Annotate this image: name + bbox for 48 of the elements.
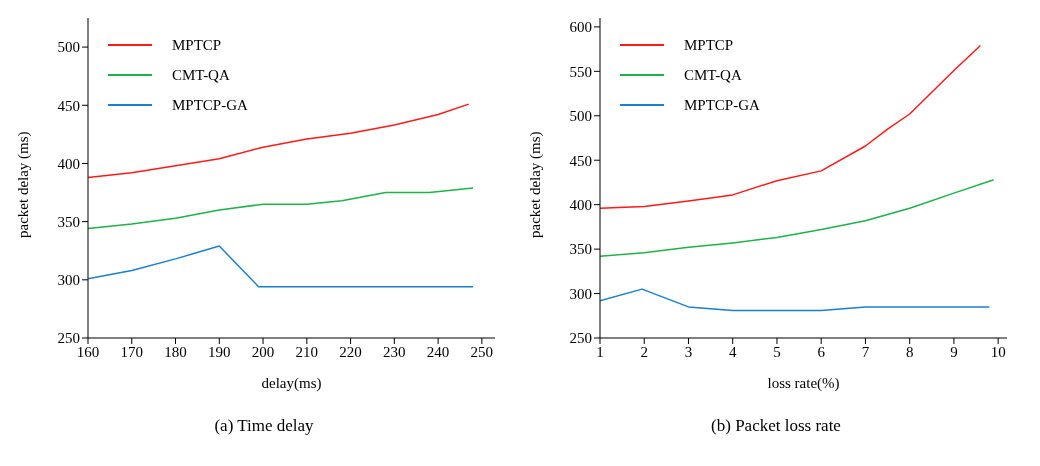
- x-tick-label: 250: [470, 343, 494, 360]
- y-tick-label: 600: [569, 19, 592, 36]
- legend-label: MPTCP-GA: [172, 96, 248, 114]
- y-tick-label: 550: [569, 63, 592, 80]
- x-tick-label: 4: [728, 343, 737, 360]
- y-tick-label: 400: [57, 155, 80, 172]
- y-tick-label: 500: [57, 39, 80, 56]
- legend-label: MPTCP: [684, 36, 734, 54]
- line-series: [600, 179, 995, 257]
- x-tick-label: 200: [251, 343, 275, 360]
- text: (a) Time delay: [213, 416, 315, 436]
- y-tick-label: 500: [569, 108, 592, 125]
- y-axis-title: packet delay (ms): [527, 131, 545, 238]
- y-tick-label: 300: [57, 272, 80, 289]
- y-tick-label: 450: [569, 152, 592, 169]
- y-tick-label: 400: [569, 196, 592, 213]
- legend-label: MPTCP-GA: [684, 96, 760, 114]
- x-tick-label: 210: [295, 343, 319, 360]
- x-tick-label: 190: [208, 343, 231, 360]
- y-tick-label: 300: [569, 285, 592, 302]
- y-axis-title: packet delay (ms): [15, 131, 33, 238]
- x-tick-label: 230: [383, 343, 406, 360]
- x-tick-label: 1: [596, 343, 604, 360]
- x-axis-title: delay(ms): [261, 375, 322, 392]
- x-tick-label: 8: [905, 343, 914, 360]
- x-tick-label: 9: [950, 343, 958, 360]
- line-series: [88, 245, 474, 288]
- x-tick-label: 240: [426, 343, 450, 360]
- x-tick-label: 220: [339, 343, 362, 360]
- x-tick-label: 6: [817, 343, 826, 360]
- legend-label: CMT-QA: [684, 66, 742, 84]
- y-tick-label: 350: [569, 241, 592, 258]
- x-tick-label: 2: [640, 343, 648, 360]
- x-tick-label: 10: [990, 343, 1006, 360]
- x-axis-title: loss rate(%): [767, 375, 840, 392]
- legend-label: CMT-QA: [172, 66, 230, 84]
- y-tick-label: 450: [57, 97, 80, 114]
- y-tick-label: 350: [57, 213, 80, 230]
- y-tick-label: 250: [569, 330, 592, 347]
- x-tick-label: 7: [861, 343, 870, 360]
- line-series: [600, 288, 991, 312]
- x-tick-label: 180: [164, 343, 187, 360]
- legend-label: MPTCP: [172, 36, 222, 54]
- x-tick-label: 170: [120, 343, 144, 360]
- x-tick-label: 5: [773, 343, 781, 360]
- line-series: [88, 187, 474, 230]
- text: (b) Packet loss rate: [710, 416, 842, 436]
- x-tick-label: 3: [684, 343, 693, 360]
